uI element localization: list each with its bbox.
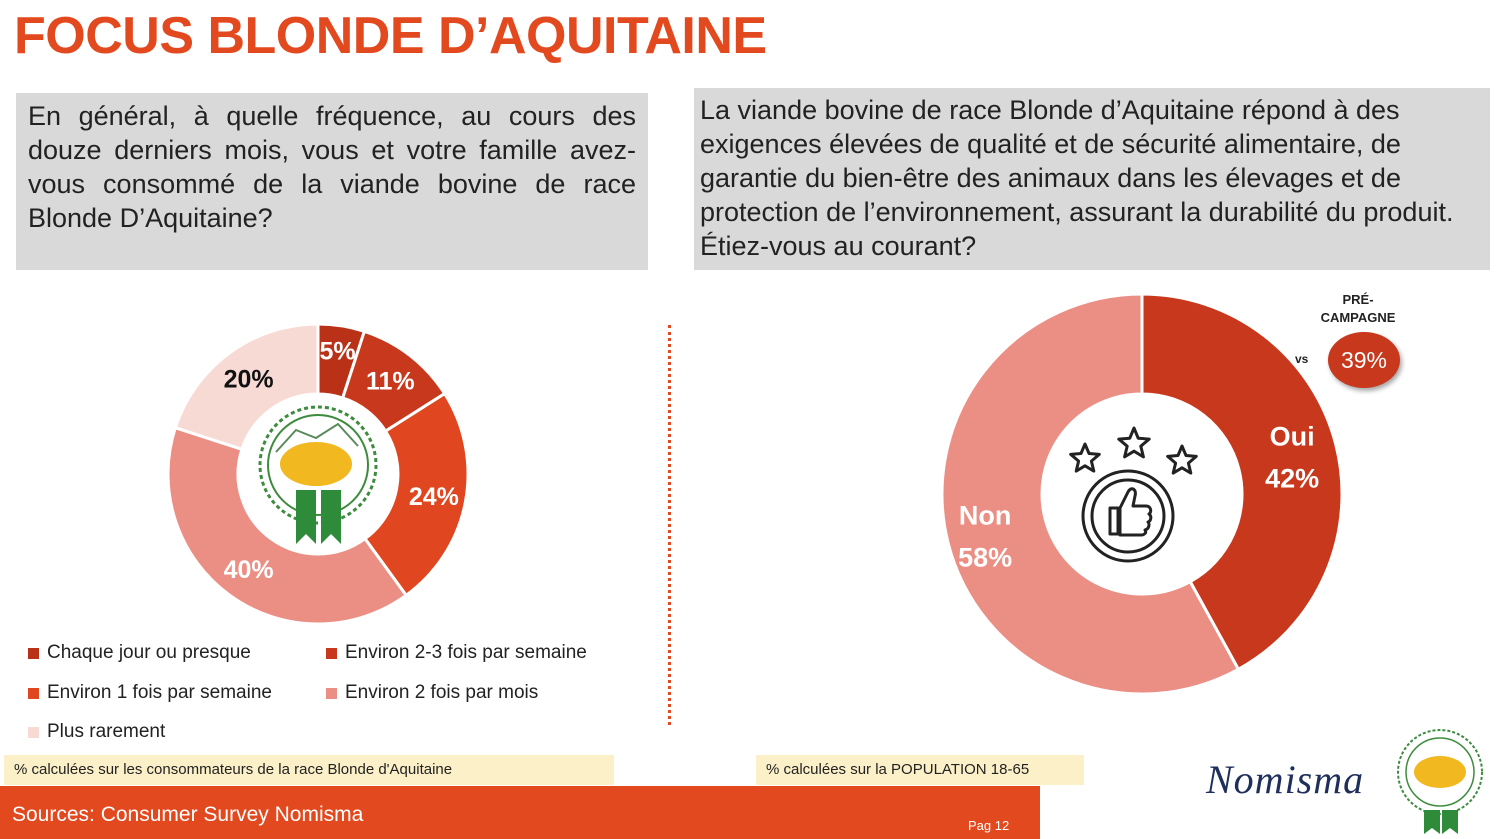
page-title: FOCUS BLONDE D’AQUITAINE xyxy=(14,7,767,65)
logo-mountains xyxy=(275,422,359,453)
frequency-donut-chart: 5% 11% 24% 40% 20% xyxy=(166,322,470,626)
blonde-aquitaine-logo xyxy=(258,405,378,544)
source-bar xyxy=(0,786,1040,839)
logo-cow-shape xyxy=(280,442,352,486)
star-icon xyxy=(1117,426,1151,459)
slice-value-label: 42% xyxy=(1265,463,1319,493)
logo-cow-shape xyxy=(1414,756,1466,788)
page-number: Pag 12 xyxy=(968,818,1010,833)
legend-swatch xyxy=(28,726,39,738)
thumbs-up-icon xyxy=(1081,469,1175,563)
legend-item-5: Plus rarement xyxy=(28,721,165,743)
source-text: Sources: Consumer Survey Nomisma xyxy=(12,803,364,826)
nomisma-logo: Nomisma xyxy=(1206,757,1365,802)
question-right: La viande bovine de race Blonde d’Aquita… xyxy=(694,88,1490,270)
donut-slice xyxy=(940,294,1241,696)
right-chart-note: % calculées sur la POPULATION 18-65 xyxy=(756,755,1084,785)
divider xyxy=(668,325,671,725)
blonde-aquitaine-logo-small xyxy=(1397,729,1483,834)
legend-label: Plus rarement xyxy=(47,721,166,742)
legend-item-4: Environ 2 fois par mois xyxy=(326,682,538,704)
awareness-donut-chart: Oui 42% Non 58% xyxy=(940,294,1344,696)
stars-icon xyxy=(1069,426,1198,475)
star-icon xyxy=(1069,442,1101,473)
slice-category-label: Non xyxy=(959,500,1011,530)
slice-value-label: 5% xyxy=(319,337,355,365)
slice-value-label: 20% xyxy=(224,365,274,393)
slice-category-label: Oui xyxy=(1270,421,1315,451)
legend-swatch xyxy=(28,647,39,659)
pre-campaign-label: PRÉ- CAMPAGNE xyxy=(1320,292,1396,325)
legend-swatch xyxy=(326,687,337,699)
legend-label: Environ 1 fois par semaine xyxy=(47,682,272,703)
thumbs-up-outer-ring xyxy=(1081,469,1175,563)
slice-value-label: 40% xyxy=(224,556,274,584)
slice-value-label: 24% xyxy=(409,483,459,511)
logo-ribbon-left xyxy=(296,490,316,544)
donut-slice xyxy=(362,391,470,598)
logo-ribbon-left xyxy=(1424,810,1440,834)
legend-item-3: Environ 1 fois par semaine xyxy=(28,682,272,704)
donut-slice xyxy=(166,425,409,626)
legend-item-1: Chaque jour ou presque xyxy=(28,642,251,664)
vs-label: vs xyxy=(1295,352,1309,366)
question-left: En général, à quelle fréquence, au cours… xyxy=(16,93,648,270)
legend-label: Environ 2 fois par mois xyxy=(345,682,539,703)
star-icon xyxy=(1166,444,1198,475)
legend-label: Environ 2-3 fois par semaine xyxy=(345,642,587,663)
legend-swatch xyxy=(28,687,39,699)
legend-item-2: Environ 2-3 fois par semaine xyxy=(326,642,587,664)
legend-label: Chaque jour ou presque xyxy=(47,642,251,663)
slice-value-label: 58% xyxy=(958,542,1012,572)
pre-campaign-badge: 39% xyxy=(1328,332,1400,388)
slice-value-label: 11% xyxy=(366,368,415,396)
logo-ribbon-right xyxy=(321,490,341,544)
logo-ribbon-right xyxy=(1442,810,1458,834)
donut-slice xyxy=(173,322,320,452)
donut-slice xyxy=(1140,294,1344,672)
thumbs-up-hand xyxy=(1108,487,1153,537)
thumbs-up-inner-ring xyxy=(1090,478,1166,554)
left-chart-note: % calculées sur les consommateurs de la … xyxy=(4,755,614,785)
legend-swatch xyxy=(326,647,337,659)
